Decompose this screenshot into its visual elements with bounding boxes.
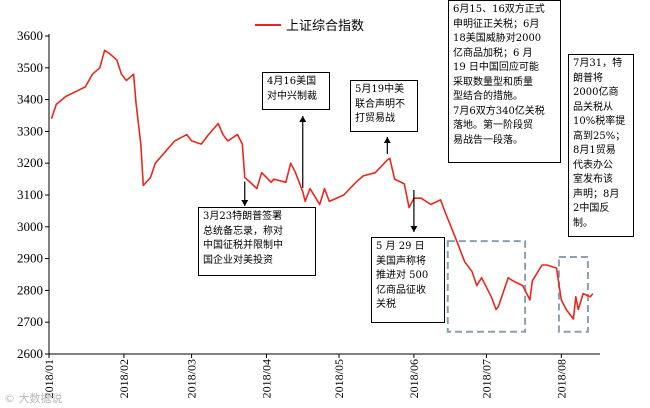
arrow-1-head bbox=[299, 116, 307, 122]
annotation-4: 6月15、16双方正式 申明征正关税；6月 18美国威胁对2000 亿商品加税；… bbox=[448, 0, 561, 163]
legend: 上证综合指数 bbox=[255, 19, 364, 34]
x-tick-label: 2018/06 bbox=[407, 359, 421, 398]
y-tick-label: 3600 bbox=[17, 28, 43, 43]
y-tick-label: 2800 bbox=[17, 282, 43, 297]
arrow-0-head bbox=[241, 200, 249, 206]
x-tick-label: 2018/03 bbox=[185, 359, 199, 398]
annotation-3: 5 月 29 日 美国声称将 推进对 500 亿商品征收 关税 bbox=[371, 237, 445, 323]
x-tick-label: 2018/01 bbox=[42, 359, 56, 398]
annotation-1: 4月16美国 对中兴制裁 bbox=[262, 72, 330, 110]
arrow-layer bbox=[241, 116, 418, 232]
y-tick-label: 3000 bbox=[17, 219, 43, 234]
legend-label: 上证综合指数 bbox=[286, 19, 364, 34]
y-tick-label: 3400 bbox=[17, 92, 43, 107]
watermark: © 大数据说 bbox=[4, 392, 63, 405]
series-line-shanghai-composite bbox=[50, 49, 594, 320]
x-tick-label: 2018/05 bbox=[332, 359, 346, 398]
y-tick-label: 3200 bbox=[17, 155, 43, 170]
y-tick-label: 3100 bbox=[17, 187, 43, 202]
y-tick-label: 2600 bbox=[17, 346, 43, 361]
annotation-0: 3月23特朗普签署 总统备忘录，称对 中国征税并限制中 国企业对美投资 bbox=[198, 207, 316, 276]
highlight-range-0 bbox=[446, 240, 527, 333]
y-tick-label: 3300 bbox=[17, 123, 43, 138]
highlight-layer bbox=[446, 240, 589, 333]
highlight-range-1 bbox=[557, 256, 589, 333]
annotation-5: 7月31，特 朗普将 2000亿商 品关税从 10%税率提 高到25%； 8月1… bbox=[568, 54, 634, 237]
arrow-3-head bbox=[410, 226, 418, 232]
y-tick-label: 2700 bbox=[17, 314, 43, 329]
axis-layer: 2600 2700 2800 2900 3000 3100 3200 3300 3400 3500… bbox=[17, 28, 600, 398]
annotation-2: 5月19中美 联合声明不 打贸易战 bbox=[350, 80, 418, 132]
x-tick-label: 2018/07 bbox=[479, 359, 493, 398]
arrow-2-head bbox=[383, 137, 391, 143]
x-tick-label: 2018/04 bbox=[260, 359, 274, 398]
y-tick-label: 2900 bbox=[17, 251, 43, 266]
x-tick-label: 2018/02 bbox=[117, 359, 131, 398]
x-tick-label: 2018/08 bbox=[554, 359, 568, 398]
y-tick-label: 3500 bbox=[17, 60, 43, 75]
